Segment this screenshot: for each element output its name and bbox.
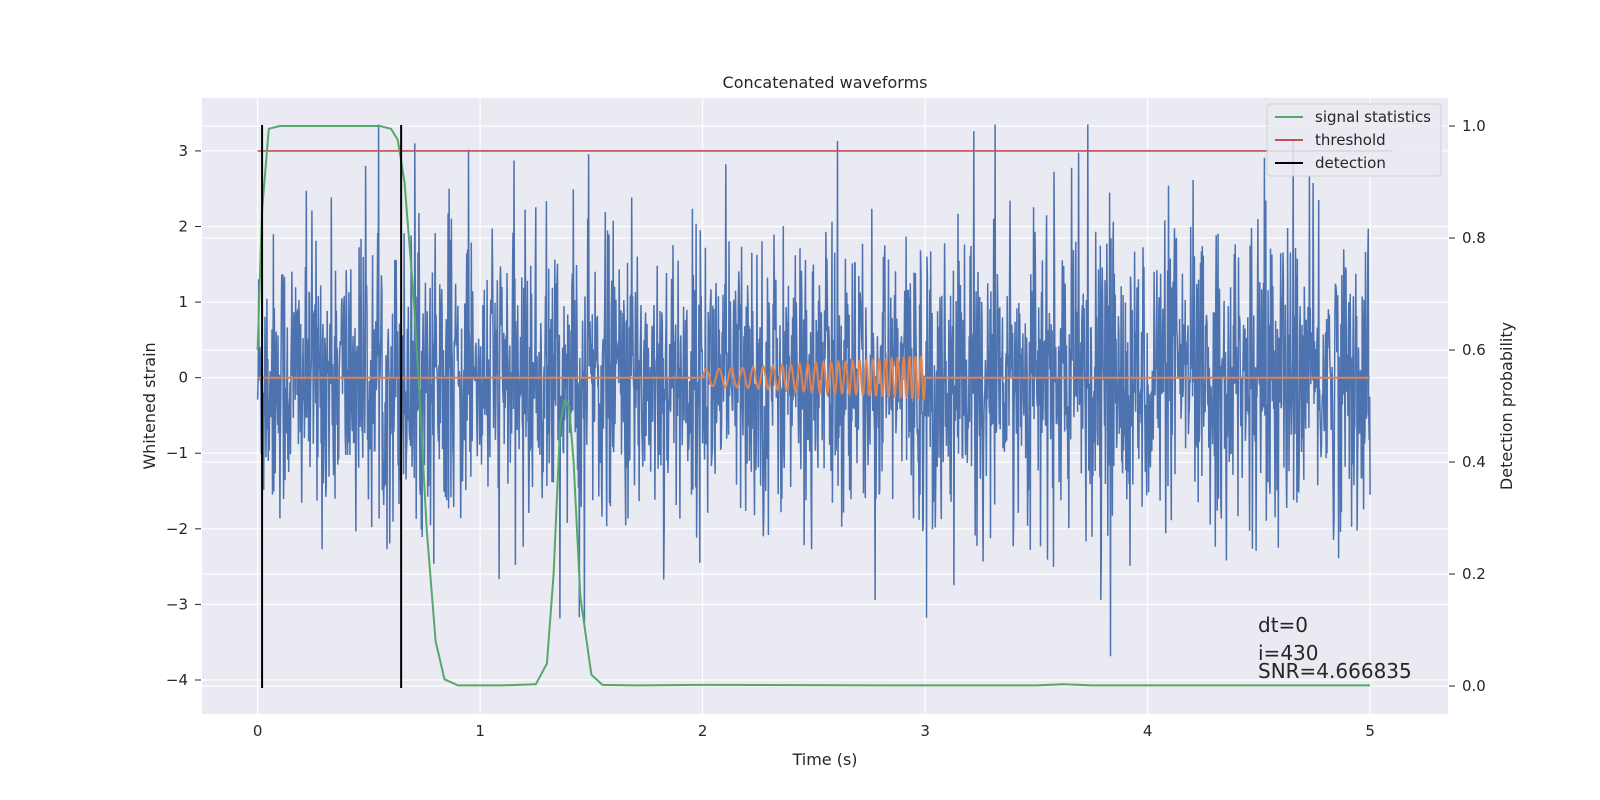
y2-tick-label: 1.0 bbox=[1462, 117, 1486, 135]
y2-axis-label: Detection probability bbox=[1497, 322, 1516, 490]
annotation-dt: dt=0 bbox=[1258, 613, 1308, 637]
y-axis-label: Whitened strain bbox=[140, 342, 159, 469]
y2-tick-label: 0.4 bbox=[1462, 453, 1486, 471]
ticks: 0 1 2 3 4 5 −4 −3 −2 −1 0 1 2 3 0.0 0.2 0.4 0.6 0.8 1.0 bbox=[166, 117, 1486, 740]
x-tick-label: 5 bbox=[1365, 722, 1375, 740]
y-tick-label: −1 bbox=[166, 444, 188, 462]
y-tick-label: 2 bbox=[178, 217, 188, 235]
y2-tick-label: 0.6 bbox=[1462, 341, 1486, 359]
y-tick-label: −4 bbox=[166, 671, 188, 689]
y-tick-label: 3 bbox=[178, 142, 188, 160]
plot-series bbox=[256, 124, 1393, 688]
y2-tick-label: 0.2 bbox=[1462, 565, 1486, 583]
y-tick-label: −2 bbox=[166, 520, 188, 538]
x-tick-label: 2 bbox=[698, 722, 708, 740]
x-tick-label: 0 bbox=[253, 722, 263, 740]
x-tick-label: 3 bbox=[920, 722, 930, 740]
chart-title: Concatenated waveforms bbox=[723, 73, 928, 92]
legend-label-threshold: threshold bbox=[1315, 131, 1386, 149]
y-tick-label: 1 bbox=[178, 293, 188, 311]
annotation-index: i=430 bbox=[1258, 641, 1319, 665]
injected-waveform-line bbox=[257, 355, 1371, 401]
legend-label-signal-statistics: signal statistics bbox=[1315, 108, 1431, 126]
annotation-snr: SNR=4.666835 bbox=[1258, 659, 1412, 683]
legend-box bbox=[1266, 103, 1442, 177]
legend-label-detection: detection bbox=[1315, 154, 1386, 172]
x-tick-label: 1 bbox=[475, 722, 485, 740]
legend: signal statistics threshold detection bbox=[1266, 103, 1442, 177]
y2-tick-label: 0.8 bbox=[1462, 229, 1486, 247]
signal-statistics-line bbox=[256, 125, 1371, 687]
y-tick-label: 0 bbox=[178, 369, 188, 387]
y-tick-label: −3 bbox=[166, 595, 188, 613]
x-axis-label: Time (s) bbox=[791, 750, 857, 769]
y2-tick-label: 0.0 bbox=[1462, 677, 1486, 695]
x-tick-label: 4 bbox=[1143, 722, 1153, 740]
